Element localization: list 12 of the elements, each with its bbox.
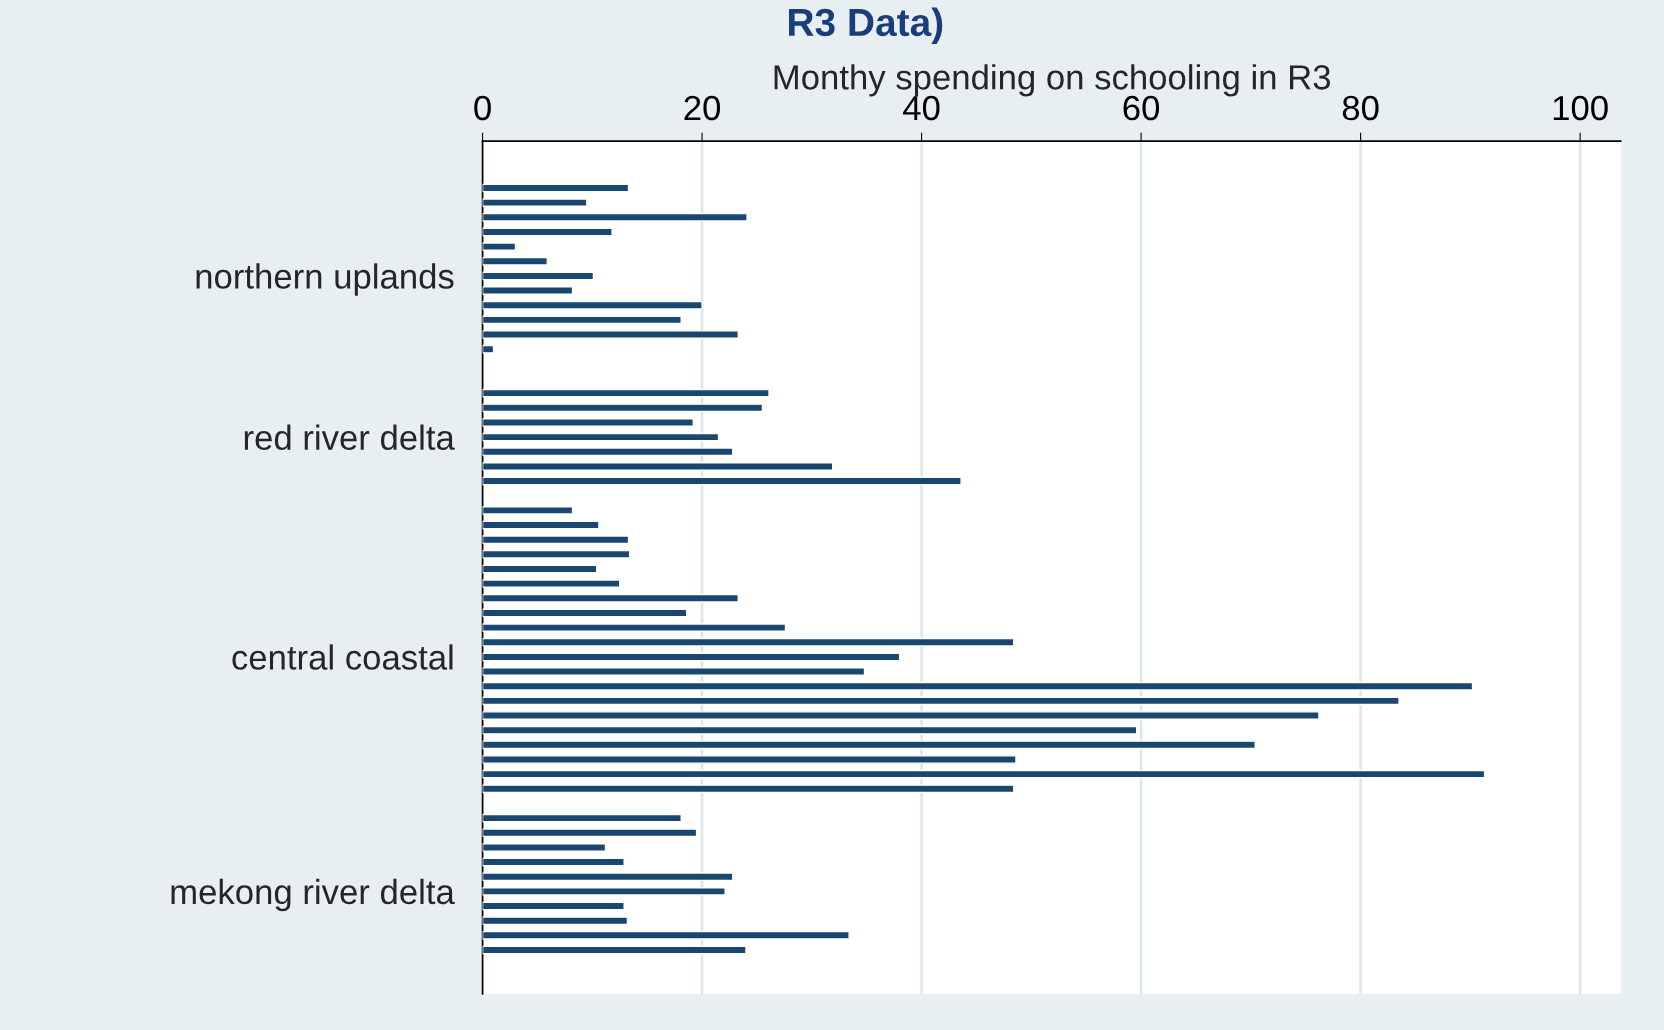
y-tick-label: northern uplands	[196, 263, 454, 296]
x-axis-title: Monthy spending on schooling in R3	[774, 64, 1331, 97]
y-tick-label: red river delta	[244, 424, 455, 451]
y-tick-label: central coastal	[232, 644, 453, 670]
x-tick-label: 20	[684, 95, 721, 121]
x-tick-label: 60	[1123, 95, 1160, 121]
x-tick-label: 100	[1553, 95, 1608, 121]
x-tick-label: 0	[474, 95, 491, 121]
chart-title: R3 Data)	[789, 7, 943, 44]
y-tick-label: mekong river delta	[171, 878, 455, 912]
x-tick-label: 40	[903, 95, 940, 121]
x-tick-label: 80	[1342, 95, 1379, 121]
